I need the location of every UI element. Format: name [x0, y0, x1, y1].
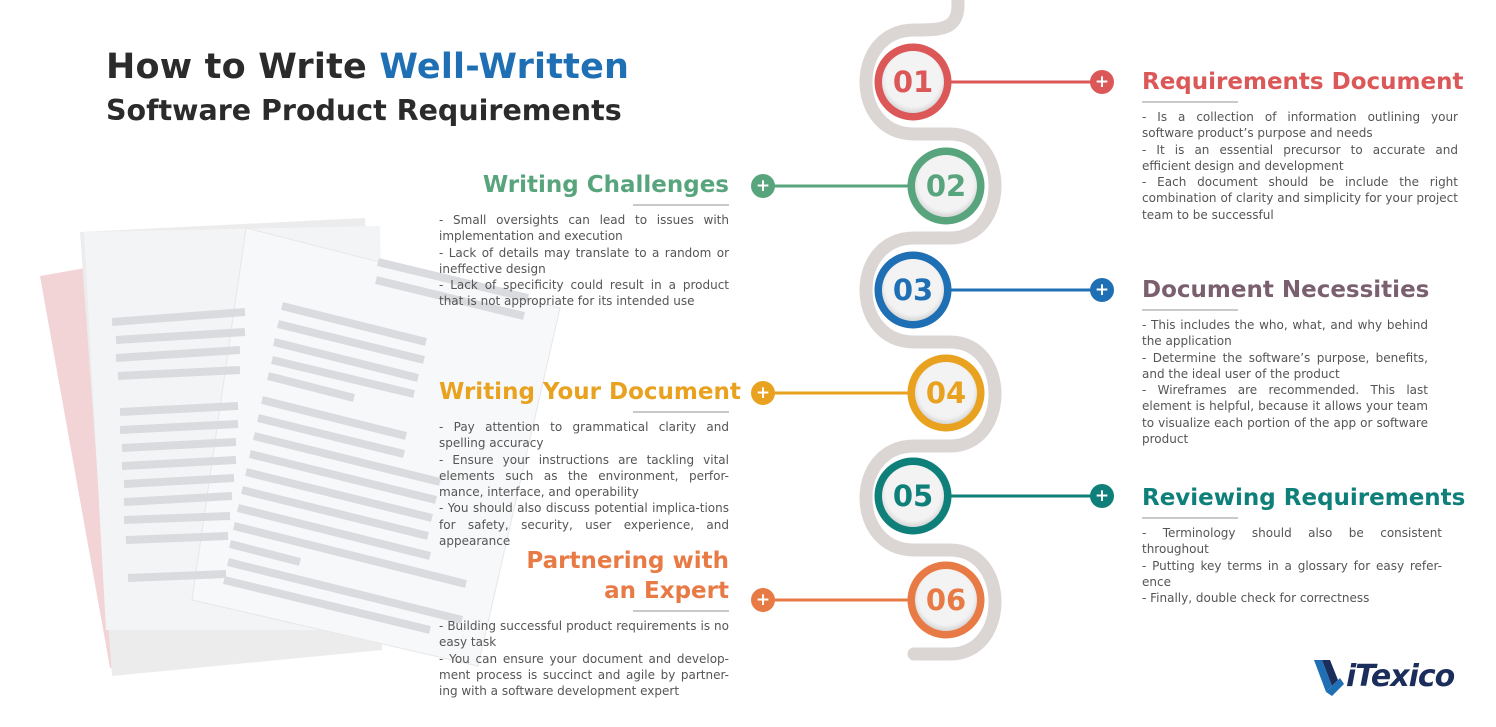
section-title: Requirements Document — [1142, 69, 1464, 95]
itexico-logo-icon — [1314, 660, 1344, 696]
expand-plus-icon-01[interactable]: + — [1090, 70, 1114, 94]
list-item: - Putting key terms in a glossary for ea… — [1142, 558, 1442, 589]
list-item: - Determine the software’s purpose, bene… — [1142, 350, 1428, 381]
title-line-2: Software Product Requirements — [106, 94, 622, 127]
step-number-03: 03 — [882, 259, 944, 321]
list-item: - Pay attention to grammatical clarity a… — [439, 420, 729, 451]
step-number-06: 06 — [915, 569, 977, 631]
list-item: - Lack of details may translate to a ran… — [439, 245, 729, 276]
bullet-list: - Building successful product requiremen… — [439, 618, 729, 699]
bullet-list: - Terminology should also be consistent … — [1142, 525, 1442, 606]
title-prefix: How to Write — [106, 47, 380, 87]
section-title-line-2: an Expert — [604, 578, 729, 604]
ring-05 — [874, 457, 952, 535]
list-item: - Each document should be include the ri… — [1142, 175, 1458, 222]
list-item: - Building successful product requiremen… — [439, 619, 729, 650]
ring-01 — [874, 43, 952, 121]
divider — [1142, 517, 1238, 519]
section-writing-challenges: Writing Challenges - Small oversights ca… — [439, 170, 729, 310]
step-number-04: 04 — [915, 362, 977, 424]
divider — [633, 610, 729, 612]
list-item: - Ensure your instructions are tackling … — [439, 452, 729, 500]
ring-03 — [874, 251, 952, 329]
page-title: How to Write Well-Written Software Produ… — [106, 46, 629, 132]
section-reviewing-requirements: Reviewing Requirements - Terminology sho… — [1142, 483, 1466, 606]
divider — [633, 411, 729, 413]
section-title: Document Necessities — [1142, 277, 1430, 303]
list-item: - It is an essential precursor to accura… — [1142, 142, 1458, 173]
bullet-list: - Is a collection of information outlini… — [1142, 109, 1458, 223]
list-item: - Finally, double check for correctness — [1142, 591, 1370, 606]
divider — [1142, 101, 1238, 103]
section-writing-your-document: Writing Your Document - Pay attention to… — [439, 377, 741, 549]
divider — [1142, 309, 1238, 311]
title-highlight: Well-Written — [379, 47, 630, 87]
list-item: - You should also discuss potential impl… — [439, 501, 729, 549]
paper-lines — [111, 258, 529, 634]
section-title: Writing Your Document — [439, 379, 741, 405]
logo-text: iTexico — [1346, 658, 1455, 694]
expand-plus-icon-05[interactable]: + — [1090, 484, 1114, 508]
divider — [633, 204, 729, 206]
list-item: - Lack of specificity could result in a … — [439, 278, 729, 309]
section-title-line-1: Partnering with — [526, 548, 729, 574]
section-title: Reviewing Requirements — [1142, 485, 1466, 511]
bullet-list: - Small oversights can lead to issues wi… — [439, 212, 729, 310]
list-item: - You can ensure your document and devel… — [439, 651, 729, 699]
expand-plus-icon-02[interactable]: + — [751, 174, 775, 198]
step-number-05: 05 — [882, 465, 944, 527]
paper-stack-illustration — [40, 218, 561, 676]
bullet-list: - Pay attention to grammatical clarity a… — [439, 419, 729, 549]
ring-02 — [907, 147, 985, 225]
section-partnering-with-an-expert: Partnering with an Expert - Building suc… — [439, 546, 729, 699]
section-document-necessities: Document Necessities - This includes the… — [1142, 275, 1430, 447]
section-title: Writing Challenges — [482, 172, 729, 198]
expand-plus-icon-06[interactable]: + — [751, 588, 775, 612]
itexico-logo[interactable]: iTexico — [1312, 656, 1455, 696]
list-item: - This includes the who, what, and why b… — [1142, 318, 1428, 349]
expand-plus-icon-03[interactable]: + — [1090, 278, 1114, 302]
list-item: - Wireframes are recommended. This last … — [1142, 383, 1428, 447]
title-line-1: How to Write Well-Written — [106, 46, 629, 89]
section-requirements-document: Requirements Document - Is a collection … — [1142, 67, 1464, 223]
expand-plus-icon-04[interactable]: + — [751, 381, 775, 405]
list-item: - Is a collection of information outlini… — [1142, 110, 1458, 141]
ring-06 — [907, 561, 985, 639]
list-item: - Terminology should also be consistent … — [1142, 526, 1442, 557]
ring-04 — [907, 354, 985, 432]
winding-path — [859, 0, 1002, 661]
step-number-01: 01 — [882, 51, 944, 113]
step-number-02: 02 — [915, 155, 977, 217]
list-item: - Small oversights can lead to issues wi… — [439, 213, 729, 244]
bullet-list: - This includes the who, what, and why b… — [1142, 317, 1428, 447]
